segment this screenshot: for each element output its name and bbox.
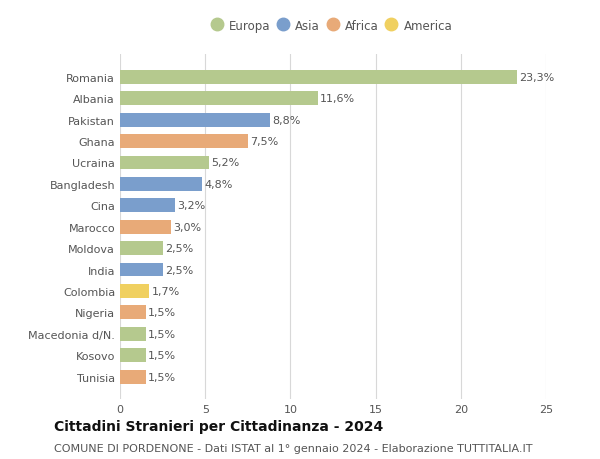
Text: 7,5%: 7,5% [250, 137, 278, 147]
Text: 4,8%: 4,8% [205, 179, 233, 190]
Bar [120, 370, 146, 384]
Text: 1,5%: 1,5% [148, 372, 176, 382]
Text: 1,5%: 1,5% [148, 308, 176, 318]
Text: 1,5%: 1,5% [148, 329, 176, 339]
Text: 23,3%: 23,3% [520, 73, 555, 83]
Bar [120, 220, 171, 234]
Text: 3,2%: 3,2% [177, 201, 205, 211]
Bar [120, 241, 163, 256]
Bar [120, 178, 202, 191]
Bar [120, 199, 175, 213]
Text: 11,6%: 11,6% [320, 94, 355, 104]
Bar [120, 284, 149, 298]
Bar [120, 263, 163, 277]
Text: 1,7%: 1,7% [152, 286, 180, 296]
Text: 1,5%: 1,5% [148, 350, 176, 360]
Legend: Europa, Asia, Africa, America: Europa, Asia, Africa, America [210, 16, 456, 36]
Bar [120, 71, 517, 84]
Text: 8,8%: 8,8% [272, 115, 301, 125]
Bar [120, 92, 317, 106]
Text: COMUNE DI PORDENONE - Dati ISTAT al 1° gennaio 2024 - Elaborazione TUTTITALIA.IT: COMUNE DI PORDENONE - Dati ISTAT al 1° g… [54, 443, 533, 453]
Text: Cittadini Stranieri per Cittadinanza - 2024: Cittadini Stranieri per Cittadinanza - 2… [54, 419, 383, 433]
Text: 2,5%: 2,5% [165, 265, 193, 275]
Bar [120, 348, 146, 362]
Bar [120, 156, 209, 170]
Text: 5,2%: 5,2% [211, 158, 239, 168]
Bar [120, 306, 146, 319]
Bar [120, 135, 248, 149]
Text: 2,5%: 2,5% [165, 244, 193, 253]
Bar [120, 113, 270, 127]
Bar [120, 327, 146, 341]
Text: 3,0%: 3,0% [173, 222, 202, 232]
